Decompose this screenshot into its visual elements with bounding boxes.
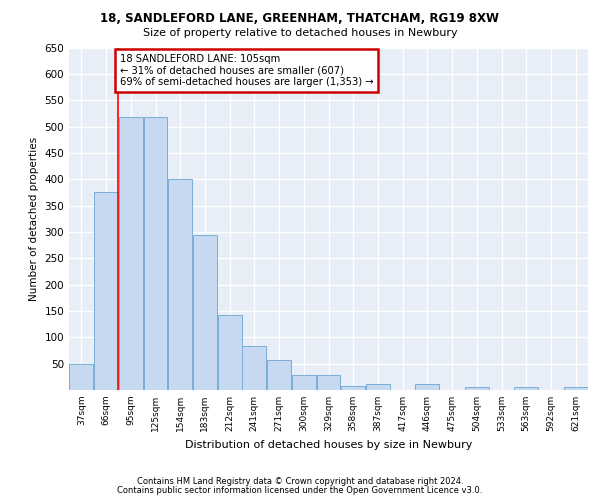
Bar: [70, 364, 94, 390]
Bar: [563, 388, 587, 390]
Bar: [317, 374, 340, 390]
X-axis label: Distribution of detached houses by size in Newbury: Distribution of detached houses by size …: [185, 440, 472, 450]
Y-axis label: Number of detached properties: Number of detached properties: [29, 136, 39, 301]
Bar: [94, 192, 118, 390]
Bar: [292, 374, 316, 390]
Bar: [218, 314, 242, 390]
Text: Contains public sector information licensed under the Open Government Licence v3: Contains public sector information licen…: [118, 486, 482, 495]
Bar: [168, 179, 192, 390]
Bar: [514, 388, 538, 390]
Text: 18 SANDLEFORD LANE: 105sqm
← 31% of detached houses are smaller (607)
69% of sem: 18 SANDLEFORD LANE: 105sqm ← 31% of deta…: [119, 54, 373, 87]
Bar: [119, 116, 143, 390]
Text: Size of property relative to detached houses in Newbury: Size of property relative to detached ho…: [143, 28, 457, 38]
Bar: [193, 234, 217, 390]
Bar: [341, 386, 365, 390]
Bar: [242, 346, 266, 390]
Bar: [267, 360, 291, 390]
Text: Contains HM Land Registry data © Crown copyright and database right 2024.: Contains HM Land Registry data © Crown c…: [137, 477, 463, 486]
Bar: [465, 388, 489, 390]
Bar: [366, 384, 390, 390]
Text: 18, SANDLEFORD LANE, GREENHAM, THATCHAM, RG19 8XW: 18, SANDLEFORD LANE, GREENHAM, THATCHAM,…: [101, 12, 499, 26]
Bar: [143, 116, 167, 390]
Bar: [415, 384, 439, 390]
